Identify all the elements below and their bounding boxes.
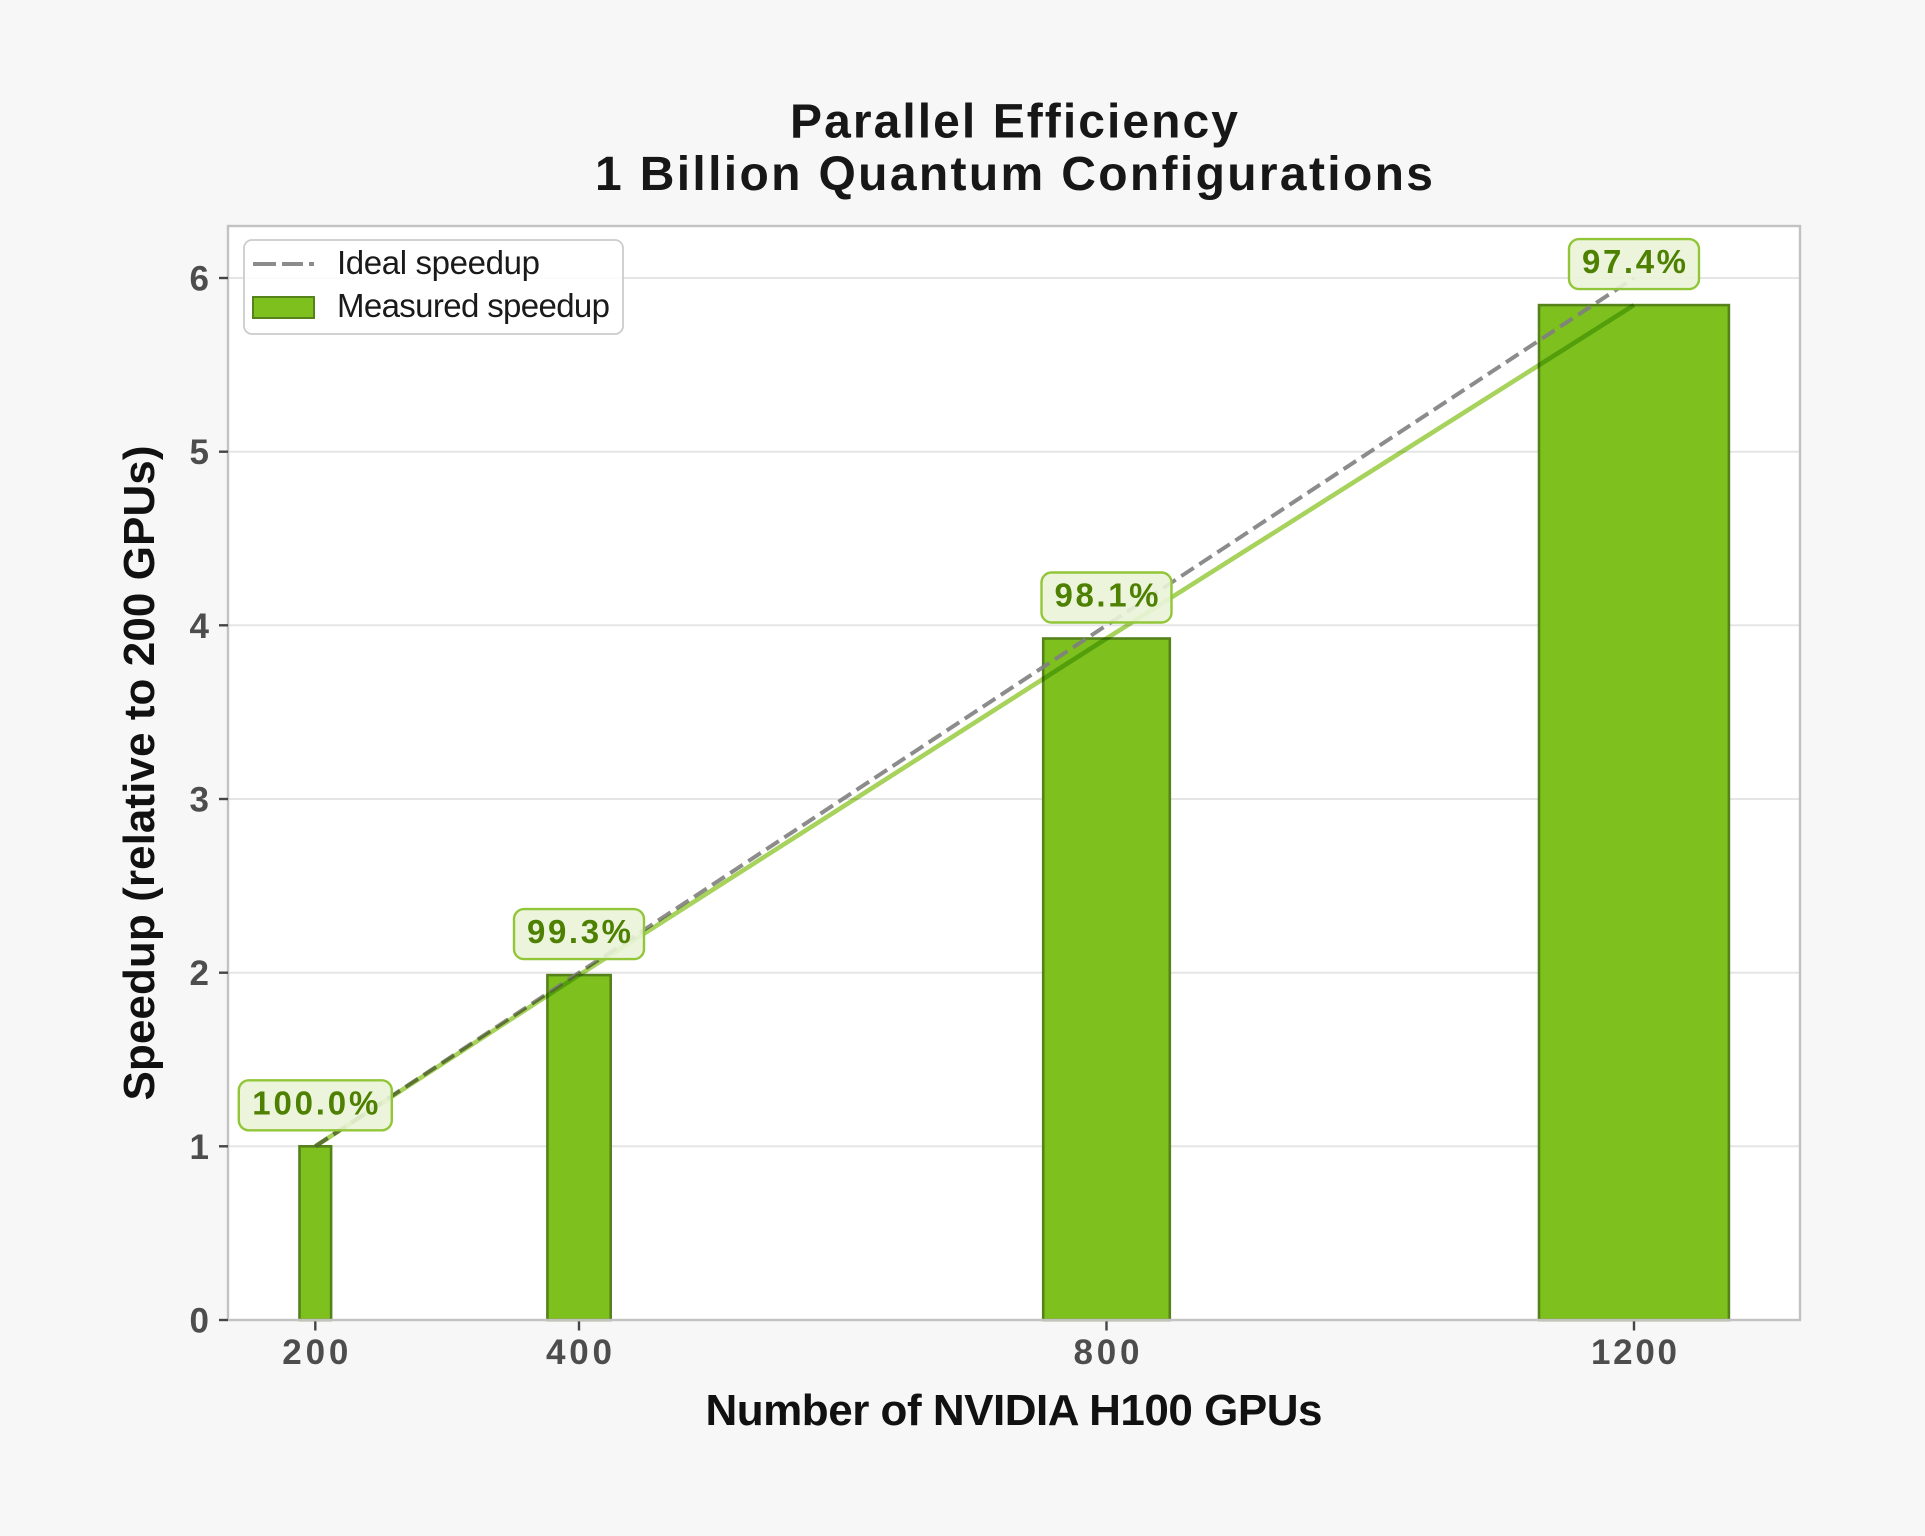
svg-text:Measured speedup: Measured speedup xyxy=(337,287,610,324)
svg-text:2: 2 xyxy=(190,954,209,993)
svg-text:200: 200 xyxy=(282,1333,348,1372)
svg-text:3: 3 xyxy=(190,781,209,820)
svg-text:5: 5 xyxy=(190,433,209,472)
svg-text:Number of NVIDIA H100 GPUs: Number of NVIDIA H100 GPUs xyxy=(706,1386,1323,1435)
svg-text:6: 6 xyxy=(190,260,209,299)
svg-text:400: 400 xyxy=(546,1333,612,1372)
svg-text:800: 800 xyxy=(1074,1333,1140,1372)
svg-text:Speedup (relative to 200 GPUs): Speedup (relative to 200 GPUs) xyxy=(115,446,164,1101)
svg-text:0: 0 xyxy=(190,1302,209,1341)
svg-text:1: 1 xyxy=(190,1128,209,1167)
svg-text:4: 4 xyxy=(190,607,210,646)
svg-text:Parallel Efficiency: Parallel Efficiency xyxy=(790,96,1238,149)
svg-text:1 Billion Quantum Configuratio: 1 Billion Quantum Configurations xyxy=(595,148,1433,201)
svg-text:100.0%: 100.0% xyxy=(252,1084,378,1121)
svg-text:Ideal speedup: Ideal speedup xyxy=(337,244,540,281)
